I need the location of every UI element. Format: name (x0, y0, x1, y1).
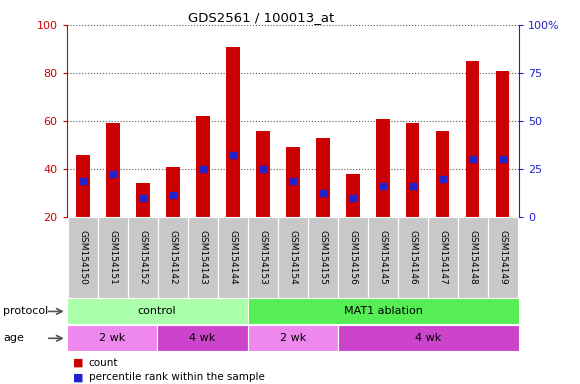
Text: percentile rank within the sample: percentile rank within the sample (89, 372, 264, 382)
Text: GSM154156: GSM154156 (349, 230, 357, 285)
Point (378, 183, 387, 189)
Text: age: age (3, 333, 24, 343)
Point (108, 171, 118, 177)
Bar (256, 131, 270, 217)
Point (348, 195, 357, 201)
Bar (398, 217, 427, 298)
Bar (458, 217, 488, 298)
Bar (67, 298, 248, 324)
Point (288, 178, 298, 184)
Bar (338, 217, 368, 298)
Text: count: count (89, 358, 118, 368)
Text: GSM154145: GSM154145 (378, 230, 387, 285)
Bar (406, 123, 419, 217)
Point (229, 152, 238, 158)
Bar (196, 116, 210, 217)
Point (139, 195, 148, 201)
Bar (248, 298, 519, 324)
Point (438, 175, 447, 182)
Text: 2 wk: 2 wk (99, 333, 125, 343)
Text: GSM154143: GSM154143 (198, 230, 208, 285)
Text: GSM154146: GSM154146 (408, 230, 417, 285)
Bar (308, 217, 338, 298)
Point (168, 192, 177, 199)
Text: control: control (138, 306, 176, 316)
Bar (248, 217, 278, 298)
Text: protocol: protocol (3, 306, 48, 316)
Point (468, 156, 477, 162)
Bar (158, 217, 188, 298)
Text: GSM154147: GSM154147 (438, 230, 447, 285)
Text: GSM154150: GSM154150 (79, 230, 88, 285)
Bar (98, 217, 128, 298)
Bar (106, 123, 120, 217)
Text: GSM154142: GSM154142 (169, 230, 177, 285)
Point (318, 190, 328, 196)
Point (78, 178, 88, 184)
Bar (157, 325, 248, 351)
Text: GSM154155: GSM154155 (318, 230, 327, 285)
Text: GSM154151: GSM154151 (108, 230, 118, 285)
Bar (436, 131, 450, 217)
Bar (67, 325, 157, 351)
Bar (368, 217, 398, 298)
Bar (286, 147, 300, 217)
Bar (466, 61, 480, 217)
Bar (77, 155, 90, 217)
Bar (248, 325, 338, 351)
Bar (376, 119, 390, 217)
Bar (496, 71, 509, 217)
Text: ■: ■ (72, 372, 83, 382)
Bar (346, 174, 360, 217)
Bar (218, 217, 248, 298)
Text: ■: ■ (72, 358, 83, 368)
Text: GSM154144: GSM154144 (229, 230, 237, 285)
Text: GSM154153: GSM154153 (259, 230, 267, 285)
Text: 2 wk: 2 wk (280, 333, 306, 343)
Text: GSM154154: GSM154154 (288, 230, 298, 285)
Bar (226, 46, 240, 217)
Bar (427, 217, 458, 298)
Text: MAT1 ablation: MAT1 ablation (344, 306, 423, 316)
Text: 4 wk: 4 wk (415, 333, 442, 343)
Bar (68, 217, 98, 298)
Bar (188, 217, 218, 298)
Point (198, 166, 208, 172)
Bar (488, 217, 517, 298)
Bar (278, 217, 308, 298)
Bar (136, 184, 150, 217)
Point (408, 183, 418, 189)
Text: GDS2561 / 100013_at: GDS2561 / 100013_at (188, 12, 334, 25)
Bar (338, 325, 519, 351)
Bar (128, 217, 158, 298)
Text: GSM154148: GSM154148 (468, 230, 477, 285)
Point (498, 156, 508, 162)
Point (258, 166, 267, 172)
Bar (166, 167, 180, 217)
Text: GSM154149: GSM154149 (498, 230, 507, 285)
Bar (316, 138, 329, 217)
Text: GSM154152: GSM154152 (139, 230, 147, 285)
Text: 4 wk: 4 wk (189, 333, 216, 343)
